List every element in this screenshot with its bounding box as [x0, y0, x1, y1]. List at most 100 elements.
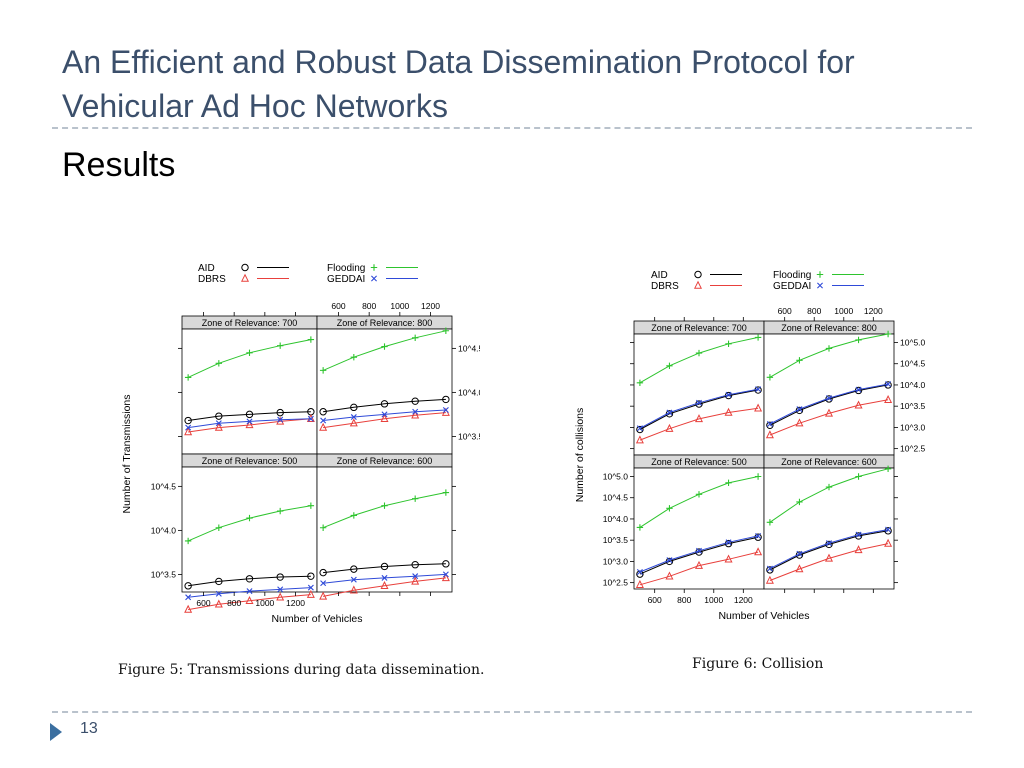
slide-title-line-1: An Efficient and Robust Data Disseminati… — [62, 44, 855, 80]
chart-0-panel-2-point-flooding-2 — [246, 514, 253, 522]
chart-0-panel-0-point-dbrs-4 — [306, 413, 315, 422]
chart-1-panel-2-point-aid-4 — [754, 533, 762, 541]
chart-1-panel-1-strip-title: Zone of Relevance: 800 — [781, 323, 877, 333]
chart-0-panel-1-point-dbrs-2 — [380, 413, 389, 422]
chart-1-panel-1-xtick-label-3: 1200 — [864, 306, 883, 316]
chart-0-panel-1-point-geddai-0 — [320, 417, 327, 424]
slide-title-line-2: Vehicular Ad Hoc Networks — [62, 88, 448, 124]
chart-0-panel-2-point-geddai-2 — [246, 588, 253, 595]
chart-1-panel-1-point-geddai-4 — [885, 381, 892, 388]
chart-0-panel-0-point-flooding-2 — [246, 349, 253, 356]
chart-1-x-axis-title: Number of Vehicles — [718, 610, 809, 622]
chart-0-panel-0-point-flooding-1 — [215, 360, 223, 367]
chart-1-panel-2-point-flooding-2 — [695, 491, 703, 498]
chart-0-panel-2-point-geddai-0 — [185, 594, 192, 601]
chart-0-panel-0-point-geddai-3 — [277, 416, 284, 423]
chart-1-panel-1-point-dbrs-3 — [854, 400, 863, 409]
chart-0-panel-0-strip-title: Zone of Relevance: 700 — [202, 318, 298, 328]
chart-0-panel-1-strip-title: Zone of Relevance: 800 — [337, 318, 433, 328]
chart-0-panel-2-point-dbrs-1 — [214, 599, 223, 608]
chart-1-panel-1-point-geddai-3 — [855, 386, 862, 393]
chart-1-panel-2-line-aid — [639, 536, 759, 575]
chart-0-panel-1-point-aid-4 — [442, 395, 450, 404]
chart-1-panel-1-ytick-label-2: 10^3.5 — [900, 401, 925, 411]
chart-1-panel-0-point-flooding-2 — [695, 349, 703, 357]
chart-1-panel-2-point-dbrs-0 — [635, 579, 644, 588]
chart-0-panel-1-point-flooding-2 — [381, 343, 388, 350]
chart-1-panel-2-xtick-label-1: 800 — [677, 595, 691, 605]
chart-0-panel-1-xtick-label-1: 800 — [362, 301, 376, 311]
chart-0-panel-3-point-geddai-3 — [412, 573, 419, 580]
chart-0-panel-2-point-dbrs-4 — [306, 589, 315, 598]
chart-0-panel-0-point-geddai-2 — [246, 418, 253, 425]
chart-0-panel-1-point-flooding-3 — [411, 334, 419, 342]
chart-1-panel-0-point-flooding-1 — [666, 362, 673, 370]
chart-0-panel-3-point-flooding-4 — [442, 489, 450, 496]
chart-0-panel-2-ytick-label-2: 10^4.5 — [151, 481, 177, 491]
chart-1-panel-1-ytick-label-0: 10^2.5 — [900, 444, 925, 454]
footer-divider — [52, 711, 972, 713]
chart-1-panel-1-point-dbrs-4 — [884, 394, 893, 404]
chart-1-panel-3-point-dbrs-1 — [795, 564, 804, 573]
chart-0-panel-0-point-flooding-0 — [184, 374, 192, 381]
chart-1-panel-3-point-dbrs-0 — [765, 575, 774, 584]
chart-1-panel-0-point-geddai-1 — [666, 409, 673, 416]
chart-0-panel-3-frame — [316, 466, 453, 593]
chart-0-panel-0-point-dbrs-1 — [214, 422, 223, 431]
legend-label-aid: AID — [198, 263, 215, 274]
chart-1-panel-1-xtick-label-1: 800 — [807, 306, 821, 316]
chart-0-panel-2-point-aid-1 — [215, 577, 223, 586]
chart-0-panel-3-point-aid-1 — [350, 565, 358, 573]
chart-0-panel-1-point-aid-2 — [380, 400, 389, 408]
chart-0-panel-0-point-flooding-3 — [276, 342, 284, 349]
chart-1-panel-1-point-geddai-1 — [796, 406, 803, 413]
chart-0-panel-0-point-flooding-4 — [307, 336, 315, 343]
chart-1-panel-0-point-dbrs-3 — [724, 407, 733, 416]
chart-0-panel-1-point-aid-0 — [319, 408, 327, 416]
chart-1-panel-3-point-dbrs-3 — [854, 545, 863, 554]
legend-label-flooding: Flooding — [327, 263, 365, 274]
legend-label-aid: AID — [651, 270, 668, 281]
legend-marker-dbrs — [693, 280, 703, 289]
chart-0-panel-0-point-geddai-1 — [215, 420, 222, 427]
chart-1-panel-0-point-aid-0 — [636, 425, 644, 434]
chart-0-panel-1-line-dbrs — [323, 412, 446, 429]
chart-1-panel-1-point-flooding-1 — [796, 357, 803, 364]
chart-1-panel-1-line-aid — [769, 384, 889, 426]
chart-1-panel-3-point-flooding-3 — [855, 473, 862, 480]
chart-0-panel-1-point-aid-1 — [350, 403, 358, 412]
chart-0-panel-2-point-geddai-3 — [277, 586, 284, 593]
chart-1-panel-2-ytick-label-5: 10^5.0 — [603, 471, 629, 481]
chart-1-panel-0-point-dbrs-0 — [635, 435, 644, 444]
slide-subtitle: Results — [62, 146, 176, 184]
chart-1-panel-1-point-flooding-2 — [825, 345, 833, 352]
chart-0-panel-2-point-dbrs-0 — [184, 604, 193, 613]
chart-1-panel-3-point-aid-0 — [766, 566, 774, 574]
chart-0-panel-3-point-dbrs-0 — [319, 591, 328, 600]
chart-1-panel-3-point-flooding-2 — [825, 483, 833, 491]
chart-0-panel-0-point-aid-2 — [245, 410, 254, 419]
chart-1-panel-3-point-flooding-0 — [766, 519, 774, 526]
legend-marker-aid — [241, 263, 249, 272]
chart-0-panel-3-point-geddai-2 — [381, 574, 388, 581]
chart-0-panel-1-point-geddai-2 — [381, 411, 388, 418]
chart-0-panel-1-xtick-label-3: 1200 — [421, 301, 440, 311]
chart-1-panel-1-point-geddai-2 — [826, 395, 832, 402]
chart-0-panel-1-ytick-label-2: 10^4.5 — [458, 343, 480, 353]
chart-1-panel-3-point-geddai-1 — [796, 550, 803, 557]
chart-1-panel-1-ytick-label-1: 10^3.0 — [900, 422, 925, 432]
chart-0-panel-1-ytick-label-0: 10^3.5 — [458, 431, 480, 441]
chart-0-panel-2-ytick-label-0: 10^3.5 — [151, 569, 177, 579]
chart-1-panel-2-point-geddai-3 — [725, 539, 732, 546]
figure-6-caption: Figure 6: Collision — [692, 656, 824, 672]
chart-1-panel-2-point-dbrs-1 — [665, 571, 674, 580]
chart-0-panel-0-point-dbrs-2 — [245, 420, 254, 429]
chart-1-panel-2-line-dbrs — [639, 551, 759, 586]
chart-0-panel-1-ytick-label-1: 10^4.0 — [458, 387, 480, 397]
chart-0-panel-2-point-flooding-3 — [276, 507, 284, 515]
chart-1-panel-1-ytick-label-3: 10^4.0 — [900, 380, 925, 390]
chart-0-panel-2-point-aid-4 — [307, 572, 315, 580]
chart-1-panel-2-strip-title: Zone of Relevance: 500 — [651, 457, 747, 467]
chart-0-panel-2-point-dbrs-2 — [245, 595, 254, 605]
